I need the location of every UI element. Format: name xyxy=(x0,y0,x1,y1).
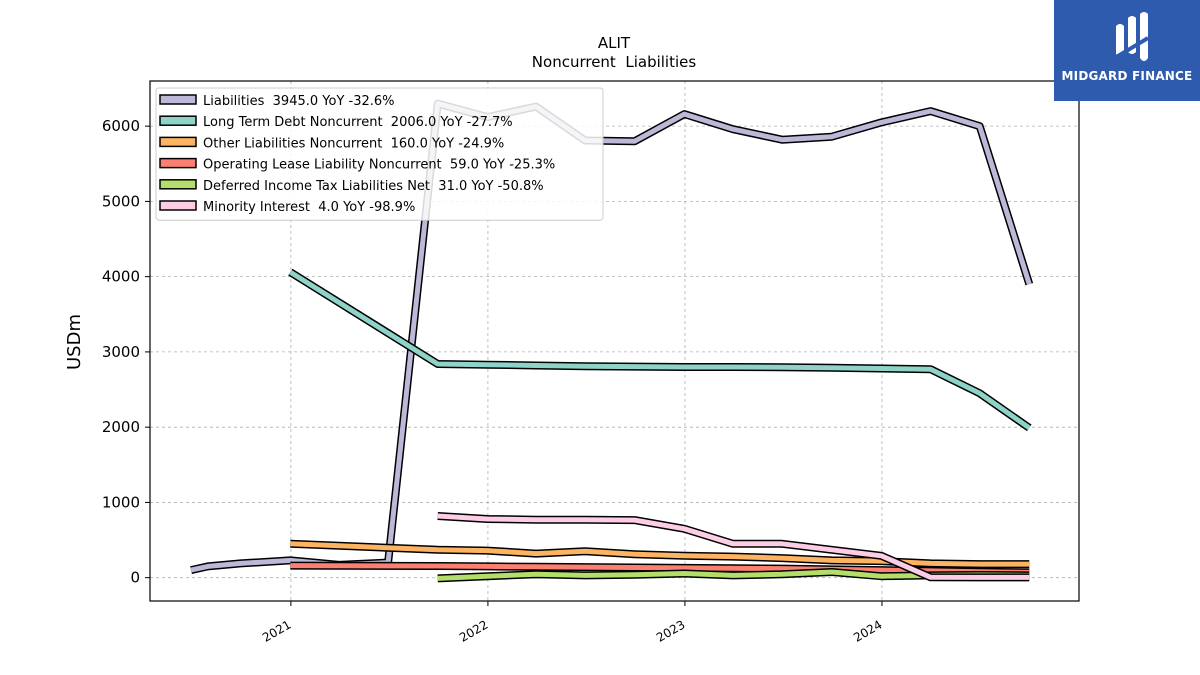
x-tick-label: 2023 xyxy=(654,617,687,644)
series-line-fill xyxy=(290,541,1030,567)
series-line-2 xyxy=(290,539,1030,569)
legend-swatch xyxy=(159,115,197,126)
legend-swatch xyxy=(159,200,197,211)
series-line-1 xyxy=(288,268,1032,432)
legend-label: Minority Interest 4.0 YoY -98.9% xyxy=(203,200,415,215)
chart-title: ALIT xyxy=(598,34,631,52)
plot-frame xyxy=(149,80,1080,602)
brand-logo-icon xyxy=(1106,12,1150,64)
y-tick-label: 6000 xyxy=(102,117,140,135)
y-tick-label: 0 xyxy=(130,569,140,587)
x-tick-label: 2021 xyxy=(260,617,293,644)
brand-name: MIDGARD FINANCE xyxy=(1061,69,1193,83)
legend-label: Long Term Debt Noncurrent 2006.0 YoY -27… xyxy=(203,115,513,130)
legend-label: Other Liabilities Noncurrent 160.0 YoY -… xyxy=(203,136,504,151)
series-line-5 xyxy=(437,512,1030,582)
legend: Liabilities 3945.0 YoY -32.6% Long Term D… xyxy=(155,87,604,221)
y-tick-label: 3000 xyxy=(102,343,140,361)
brand-logo: MIDGARD FINANCE xyxy=(1054,0,1200,101)
series-line-fill xyxy=(437,513,1030,580)
legend-swatch xyxy=(159,94,197,105)
chart-subtitle: Noncurrent Liabilities xyxy=(532,53,697,71)
y-tick-label: 5000 xyxy=(102,192,140,210)
y-tick-label: 1000 xyxy=(102,493,140,511)
x-tick-label: 2022 xyxy=(457,617,490,644)
legend-swatch xyxy=(159,157,197,169)
y-tick-label: 4000 xyxy=(102,268,140,286)
legend-swatch xyxy=(159,136,197,148)
series-lines xyxy=(190,99,1034,583)
y-axis-label: USDm xyxy=(64,314,85,370)
series-line-fill xyxy=(288,269,1031,430)
legend-label: Liabilities 3945.0 YoY -32.6% xyxy=(203,94,395,109)
legend-label: Deferred Income Tax Liabilities Net 31.0… xyxy=(203,179,544,194)
legend-swatch xyxy=(159,179,197,190)
x-tick-label: 2024 xyxy=(851,617,884,644)
grid xyxy=(150,81,1079,601)
legend-label: Operating Lease Liability Noncurrent 59.… xyxy=(203,158,555,173)
legend-box xyxy=(155,87,604,221)
y-tick-label: 2000 xyxy=(102,418,140,436)
series-line-outline xyxy=(288,268,1032,432)
